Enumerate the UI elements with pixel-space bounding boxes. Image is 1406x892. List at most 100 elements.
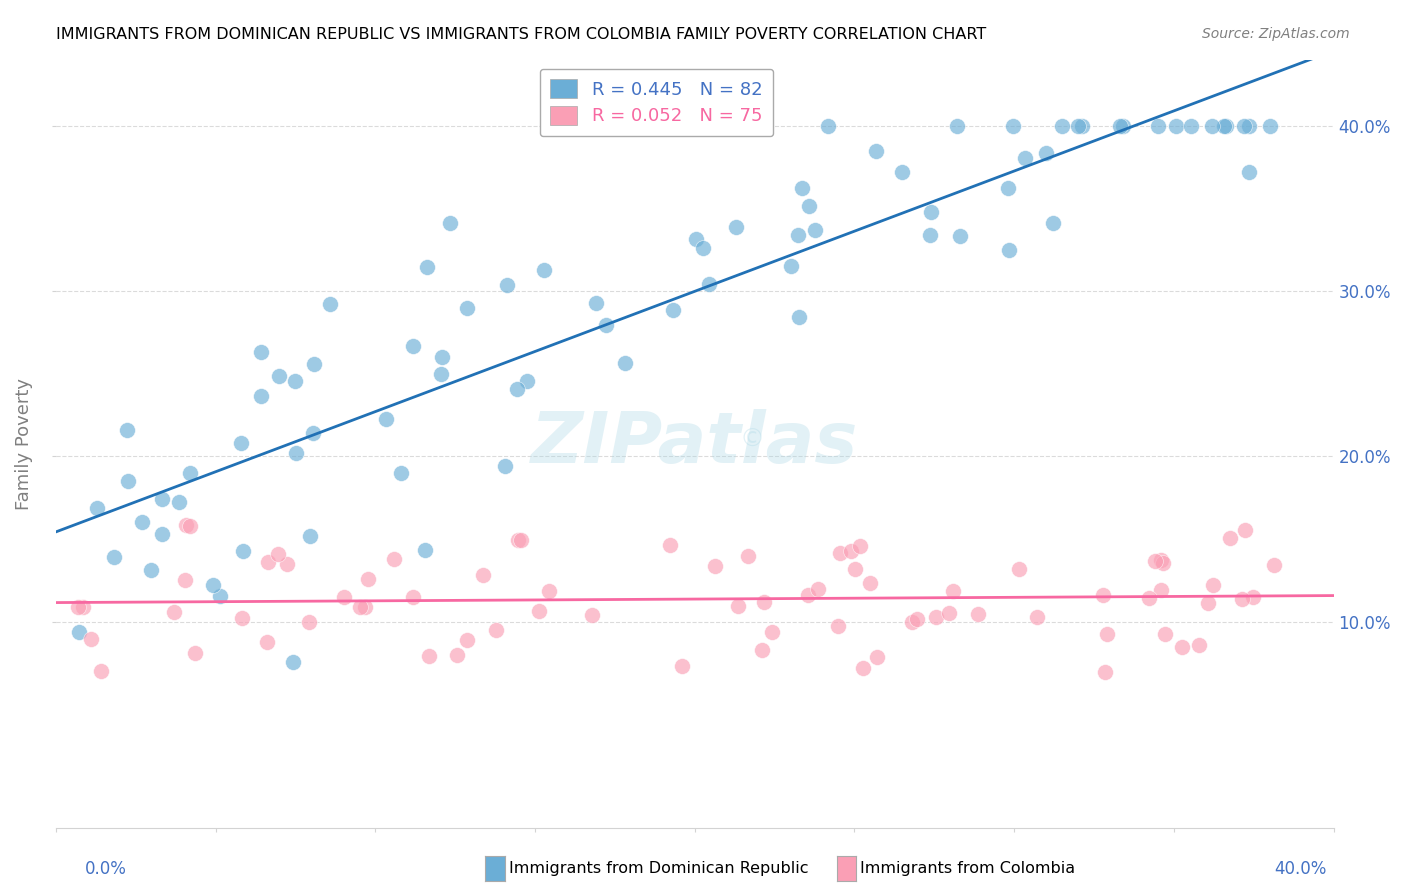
Point xyxy=(1258,119,1281,133)
Point xyxy=(997,181,1019,195)
Point xyxy=(139,563,162,577)
Point xyxy=(1237,119,1260,133)
Point xyxy=(1067,119,1090,133)
Point xyxy=(581,608,603,623)
Point xyxy=(256,634,278,648)
Point xyxy=(508,533,530,548)
Point xyxy=(1202,577,1225,591)
Point xyxy=(1143,554,1166,568)
Point xyxy=(496,278,519,293)
Point xyxy=(1219,531,1241,545)
Point xyxy=(790,181,813,195)
Legend: R = 0.445   N = 82, R = 0.052   N = 75: R = 0.445 N = 82, R = 0.052 N = 75 xyxy=(540,69,773,136)
Point xyxy=(430,367,453,381)
Point xyxy=(946,119,969,133)
Point xyxy=(891,165,914,179)
Point xyxy=(727,599,749,613)
Point xyxy=(150,492,173,507)
Point xyxy=(1050,119,1073,133)
Point xyxy=(1007,562,1029,576)
Point xyxy=(472,568,495,582)
Point xyxy=(1263,558,1285,572)
Point xyxy=(859,575,882,590)
Text: ZIPatlas: ZIPatlas xyxy=(531,409,859,478)
Point xyxy=(103,550,125,565)
Point xyxy=(1150,582,1173,597)
Point xyxy=(67,624,90,639)
Point xyxy=(231,435,253,450)
Point xyxy=(402,590,425,604)
Point xyxy=(389,466,412,480)
Point xyxy=(86,500,108,515)
Point xyxy=(402,339,425,353)
Point xyxy=(1152,556,1174,570)
Point xyxy=(266,548,288,562)
Point xyxy=(456,301,478,316)
Point xyxy=(703,559,725,574)
Point xyxy=(298,615,321,630)
Point xyxy=(1201,119,1223,133)
Point xyxy=(1112,119,1135,133)
Point xyxy=(1035,146,1057,161)
Point xyxy=(283,374,305,388)
Text: Immigrants from Dominican Republic: Immigrants from Dominican Republic xyxy=(509,862,808,876)
Point xyxy=(201,578,224,592)
Point xyxy=(529,604,551,618)
Point xyxy=(1215,119,1237,133)
Point xyxy=(685,232,707,246)
Point xyxy=(208,590,231,604)
Y-axis label: Family Poverty: Family Poverty xyxy=(15,378,32,510)
Point xyxy=(430,350,453,364)
Point xyxy=(179,467,201,481)
Point xyxy=(415,543,437,558)
Point xyxy=(267,368,290,383)
Point xyxy=(169,495,191,509)
Point xyxy=(349,599,371,614)
Point xyxy=(817,119,839,133)
Point xyxy=(533,263,555,277)
Point xyxy=(1097,626,1119,640)
Point xyxy=(920,204,942,219)
Point xyxy=(724,219,747,234)
Point xyxy=(938,607,960,621)
Point xyxy=(72,599,94,614)
Text: Source: ZipAtlas.com: Source: ZipAtlas.com xyxy=(1202,27,1350,41)
Point xyxy=(131,515,153,529)
Point xyxy=(318,297,340,311)
Point xyxy=(456,633,478,648)
Point xyxy=(839,544,862,558)
Point xyxy=(357,572,380,586)
Point xyxy=(1042,216,1064,230)
Point xyxy=(179,519,201,533)
Point xyxy=(780,259,803,273)
Point xyxy=(90,665,112,679)
Point xyxy=(1153,627,1175,641)
Point xyxy=(333,590,356,604)
Point xyxy=(418,648,440,663)
Point xyxy=(439,216,461,230)
Point xyxy=(285,446,308,460)
Point xyxy=(692,241,714,255)
Point xyxy=(298,529,321,543)
Point xyxy=(786,228,808,243)
Point xyxy=(79,632,101,647)
Point xyxy=(752,595,775,609)
Point xyxy=(905,612,928,626)
Point xyxy=(1091,588,1114,602)
Point xyxy=(658,538,681,552)
Point xyxy=(925,610,948,624)
Point xyxy=(115,423,138,437)
Point xyxy=(1137,591,1160,606)
Point xyxy=(382,552,405,566)
Point xyxy=(697,277,720,292)
Point xyxy=(1147,119,1170,133)
Point xyxy=(66,600,89,615)
Point xyxy=(174,573,197,587)
Point xyxy=(849,539,872,553)
Point xyxy=(803,223,825,237)
Point xyxy=(807,582,830,596)
Point xyxy=(150,526,173,541)
Point xyxy=(830,546,852,560)
Point xyxy=(852,661,875,675)
Point xyxy=(720,119,742,133)
